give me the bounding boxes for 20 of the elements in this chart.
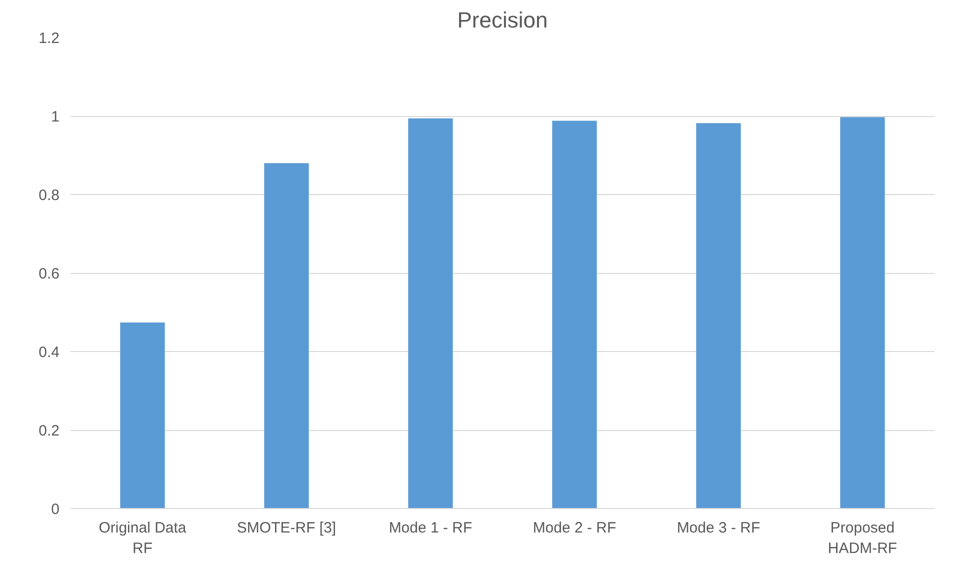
y-tick-label: 0	[51, 501, 60, 518]
y-tick-label: 0.8	[38, 187, 60, 204]
x-tick-label: Mode 3 - RF	[676, 520, 760, 536]
x-tick-label: Original Data RF	[98, 520, 187, 557]
bar	[264, 163, 309, 508]
chart-title: Precision	[457, 8, 548, 32]
y-tick-label: 0.6	[38, 266, 60, 282]
y-tick-label: 1	[51, 108, 60, 126]
y-tick-label: 0.2	[38, 422, 60, 440]
x-tick-label: SMOTE-RF [3]	[236, 520, 336, 536]
bar	[696, 123, 741, 508]
bar	[120, 322, 165, 508]
bar	[840, 117, 885, 508]
bar	[408, 118, 453, 508]
x-tick-label: Mode 2 - RF	[532, 520, 616, 536]
y-tick-label: 0.4	[38, 344, 60, 361]
y-tick-label: 1.2	[38, 30, 60, 47]
bar	[552, 120, 597, 508]
x-tick-label: Mode 1 - RF	[388, 520, 472, 536]
x-tick-label: Proposed HADM-RF	[828, 520, 898, 557]
